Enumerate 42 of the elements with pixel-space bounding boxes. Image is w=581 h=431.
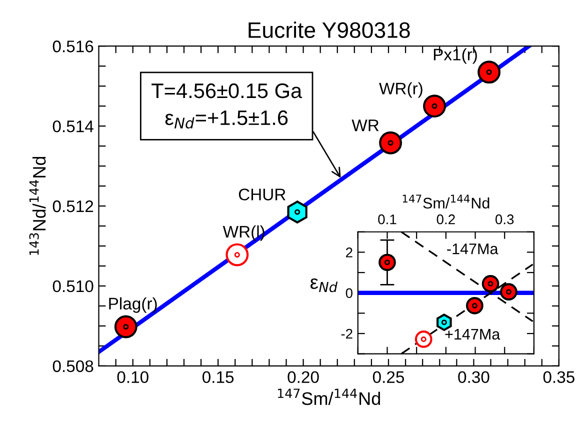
annotation: +147Ma <box>445 328 500 340</box>
x-tick-label: 0.20 <box>288 371 319 384</box>
x-tick-label: 0.1 <box>378 214 396 224</box>
x-tick-label: 0.15 <box>202 371 234 384</box>
y-tick-label: 0.516 <box>52 40 94 52</box>
chart-title: Eucrite Y980318 <box>248 22 410 38</box>
point <box>287 200 308 224</box>
point <box>378 254 396 272</box>
point <box>466 296 484 314</box>
annotation: Plag(r) <box>109 297 157 313</box>
annotation: WR(r) <box>379 82 422 98</box>
x-axis-title: $^{147}$Sm/$^{144}$Nd <box>402 194 490 209</box>
annotation: WR <box>352 120 379 132</box>
y-tick-label: 2 <box>346 248 352 258</box>
y-axis-title: $^{143}$Nd/$^{144}$Nd <box>29 156 46 255</box>
point <box>379 131 402 154</box>
point <box>226 243 249 266</box>
x-axis-title: $^{147}$Sm/$^{144}$Nd <box>278 388 380 406</box>
y-tick-label: 0.514 <box>52 120 94 132</box>
x-tick-label: 0.30 <box>458 371 490 384</box>
y-tick-label: 0 <box>346 288 352 298</box>
point <box>478 60 501 84</box>
annotation: CHUR <box>238 188 286 200</box>
x-tick-label: 0.35 <box>543 371 574 384</box>
x-tick-label: 0.2 <box>436 214 455 224</box>
annotation: -147Ma <box>447 244 498 254</box>
x-tick-label: 0.25 <box>372 371 404 384</box>
annotation: WR(l) <box>222 225 264 241</box>
point <box>414 330 432 348</box>
annotation: Px1(r) <box>434 48 477 64</box>
point <box>423 94 446 118</box>
annotation: T=4.56±0.15 Ga ε$_{Nd}$=+1.5±1.6 <box>152 83 302 129</box>
y-tick-label: -2 <box>341 328 352 339</box>
y-tick-label: 0.510 <box>52 280 94 292</box>
y-tick-label: 0.508 <box>52 360 94 372</box>
point <box>114 315 138 338</box>
x-tick-label: 0.3 <box>495 214 514 224</box>
y-tick-label: 0.512 <box>52 200 94 212</box>
point <box>482 275 500 292</box>
x-tick-label: 0.10 <box>117 371 148 384</box>
y-axis-title: ε$_{Nd}$ <box>310 278 338 292</box>
point <box>500 283 518 301</box>
